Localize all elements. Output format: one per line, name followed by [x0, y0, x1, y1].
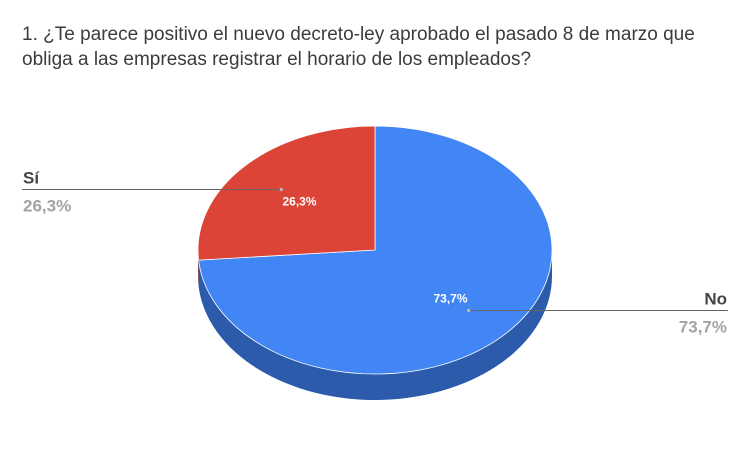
- pie-side-no: [198, 250, 552, 400]
- pie-callout-dot-no: [467, 308, 471, 313]
- pie-value-si: 26,3%: [23, 196, 71, 215]
- pie-tops-layer: [197, 125, 553, 375]
- pie-value-no: 73,7%: [679, 318, 727, 337]
- chart-title: 1. ¿Te parece positivo el nuevo decreto-…: [22, 24, 695, 70]
- pie-slice-si[interactable]: [197, 125, 376, 261]
- pie-label-si: Sí: [23, 168, 40, 187]
- pie-labels-layer: 73,7% No 73,7% 26,3% Sí 26,3%: [22, 168, 728, 337]
- pie-inner-label-si: 26,3%: [282, 194, 316, 208]
- pie-inner-label-no: 73,7%: [433, 292, 467, 306]
- pie-label-no: No: [704, 290, 727, 309]
- pie-callout-dot-si: [279, 187, 283, 192]
